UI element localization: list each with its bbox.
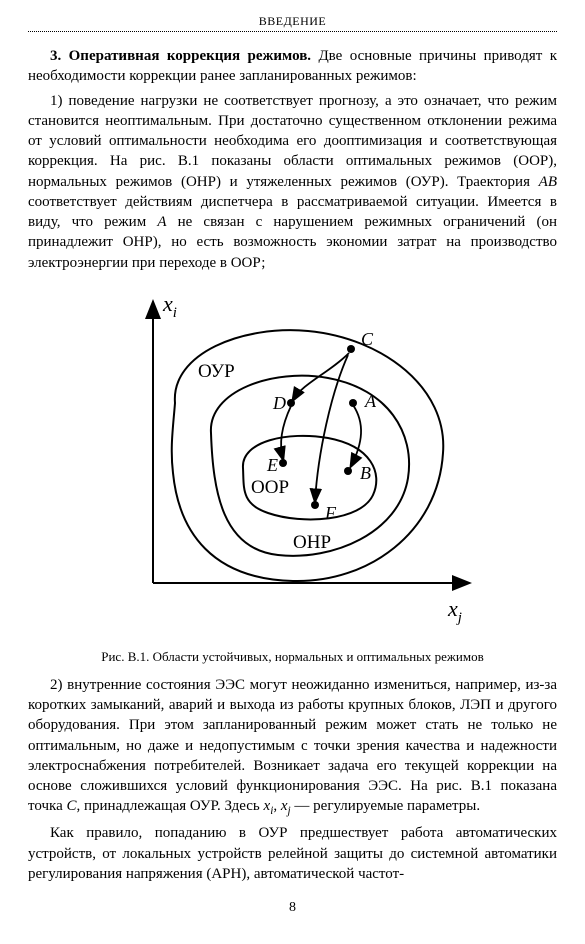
page-number: 8 [28, 900, 557, 916]
figure-wrap: A B C D E F ОУР ОНР ООР xi xj [28, 283, 557, 643]
section-header: ВВЕДЕНИЕ [28, 14, 557, 29]
p1-lead-bold: Оперативная коррекция режимов. [69, 48, 311, 64]
p3-start: 2) внутренние состояния ЭЭС могут неожид… [28, 677, 557, 815]
p2-start: 1) поведение нагрузки не соответствует п… [28, 93, 557, 190]
figure-caption: Рис. В.1. Области устойчивых, нормальных… [28, 649, 557, 665]
point-a [349, 399, 357, 407]
paragraph-1: 3. Оперативная коррекция режимов. Две ос… [28, 46, 557, 87]
x-axis-label: xj [447, 596, 462, 626]
page: ВВЕДЕНИЕ 3. Оперативная коррекция режимо… [0, 0, 585, 944]
label-oor: ООР [251, 477, 289, 498]
p2-ab: AB [539, 174, 557, 190]
label-onr: ОНР [293, 532, 331, 553]
point-e [279, 459, 287, 467]
label-c: C [361, 329, 374, 349]
arrow-de [280, 406, 290, 459]
label-b: B [360, 463, 371, 483]
paragraph-4: Как правило, попаданию в ОУР предшествуе… [28, 823, 557, 884]
y-axis-label: xi [162, 291, 177, 321]
onr-contour [210, 375, 408, 555]
header-rule [28, 31, 557, 32]
p3-after-c: , принадлежащая ОУР. Здесь [77, 798, 264, 814]
point-d [287, 399, 295, 407]
point-f [311, 501, 319, 509]
point-c [347, 345, 355, 353]
label-a: A [364, 391, 377, 411]
label-f: F [324, 503, 337, 523]
p3-c: C [66, 798, 76, 814]
p3-comma: , [273, 798, 281, 814]
p3-end: — регулируемые параметры. [291, 798, 480, 814]
arrow-ab [351, 405, 361, 466]
paragraph-2: 1) поведение нагрузки не соответствует п… [28, 91, 557, 273]
label-d: D [272, 393, 286, 413]
point-b [344, 467, 352, 475]
p1-lead-number: 3. [50, 48, 69, 64]
p3-xj: x [281, 798, 288, 814]
paragraph-3: 2) внутренние состояния ЭЭС могут неожид… [28, 675, 557, 820]
label-e: E [266, 455, 278, 475]
label-our: ОУР [198, 361, 235, 382]
figure-svg: A B C D E F ОУР ОНР ООР xi xj [93, 283, 493, 643]
